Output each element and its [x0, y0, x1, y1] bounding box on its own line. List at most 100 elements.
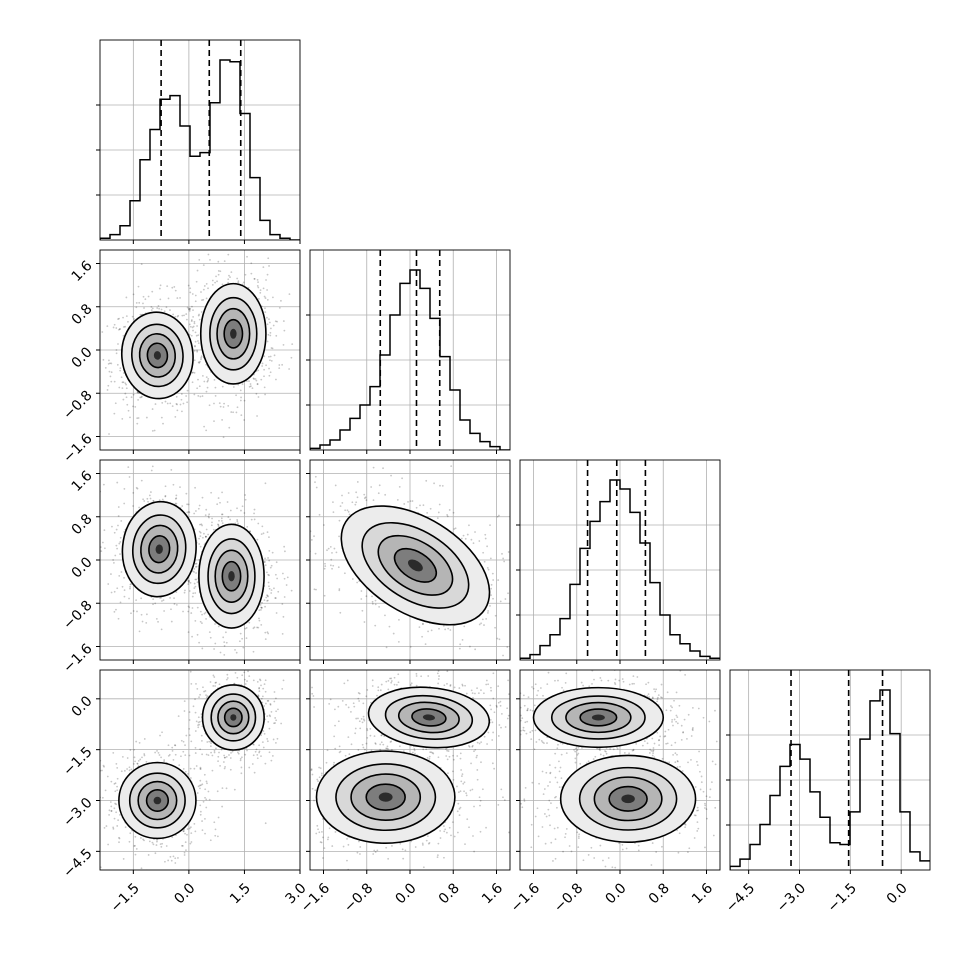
scatter-point — [239, 632, 242, 635]
scatter-point — [275, 710, 278, 713]
density-shade — [407, 559, 423, 572]
scatter-point — [237, 522, 239, 525]
scatter-point — [183, 700, 186, 703]
scatter-point — [463, 625, 466, 628]
scatter-point — [252, 377, 255, 380]
scatter-point — [250, 518, 253, 521]
scatter-point — [204, 535, 207, 538]
scatter-point — [237, 281, 240, 284]
scatter-point — [507, 551, 510, 553]
scatter-point — [216, 280, 218, 283]
scatter-point — [487, 731, 490, 734]
scatter-point — [497, 514, 500, 517]
scatter-point — [270, 347, 273, 349]
scatter-point — [262, 746, 265, 749]
scatter-point — [372, 499, 375, 502]
scatter-point — [200, 356, 203, 359]
scatter-point — [176, 403, 178, 406]
scatter-point — [202, 264, 205, 267]
scatter-point — [138, 741, 141, 744]
scatter-point — [114, 402, 117, 405]
scatter-point — [198, 385, 201, 388]
scatter-point — [142, 302, 144, 305]
scatter-point — [112, 826, 115, 829]
scatter-point — [422, 623, 424, 625]
scatter-point — [214, 681, 217, 684]
scatter-point — [189, 670, 192, 673]
density-shade — [155, 544, 163, 554]
panel-frame — [99, 669, 301, 871]
scatter-point — [239, 389, 242, 392]
scatter-point — [247, 670, 249, 673]
scatter-point — [240, 766, 243, 769]
scatter-point — [338, 535, 340, 538]
scatter-point — [223, 756, 226, 759]
scatter-point — [110, 573, 112, 575]
scatter-point — [241, 637, 244, 640]
scatter-point — [127, 466, 130, 468]
scatter-point — [174, 502, 177, 505]
scatter-point — [87, 829, 89, 831]
scatter-point — [201, 374, 204, 377]
scatter-point — [219, 764, 221, 767]
scatter-point — [252, 754, 255, 757]
scatter-point — [140, 479, 143, 482]
scatter-point — [477, 692, 480, 695]
scatter-point — [115, 608, 117, 611]
scatter-point — [110, 780, 113, 783]
scatter-point — [145, 613, 148, 616]
y-tick-label: −3.0 — [60, 795, 95, 830]
scatter-point — [502, 557, 505, 560]
scatter-point — [378, 606, 381, 608]
scatter-point — [163, 759, 166, 761]
scatter-point — [133, 845, 136, 847]
scatter-point — [244, 494, 247, 496]
scatter-point — [204, 514, 207, 517]
scatter-point — [134, 853, 137, 856]
scatter-point — [219, 270, 222, 273]
scatter-point — [208, 404, 211, 407]
scatter-point — [494, 626, 496, 629]
scatter-point — [191, 371, 194, 374]
scatter-point — [522, 638, 524, 640]
scatter-point — [199, 620, 202, 623]
scatter-point — [194, 698, 196, 701]
scatter-point — [237, 751, 239, 754]
scatter-point — [217, 523, 219, 526]
scatter-point — [157, 620, 159, 623]
y-tick-label: −0.8 — [60, 388, 95, 423]
scatter-point — [433, 482, 435, 485]
scatter-point — [197, 378, 199, 381]
scatter-point — [265, 702, 267, 705]
scatter-point — [198, 696, 200, 699]
scatter-point — [356, 481, 359, 483]
scatter-point — [101, 769, 103, 772]
scatter-point — [222, 436, 225, 439]
scatter-point — [360, 590, 363, 592]
scatter-point — [222, 636, 225, 639]
contour-line — [207, 538, 256, 615]
scatter-point — [407, 501, 409, 503]
scatter-point — [263, 732, 266, 735]
scatter-point — [218, 683, 221, 686]
scatter-point — [163, 760, 165, 763]
scatter-point — [497, 579, 500, 581]
scatter-point — [210, 524, 213, 527]
scatter-point — [159, 843, 162, 846]
scatter-point — [272, 296, 274, 299]
scatter-point — [196, 269, 199, 272]
scatter-point — [129, 832, 132, 835]
scatter-point — [290, 356, 293, 359]
scatter-point — [179, 297, 181, 299]
scatter-point — [411, 500, 414, 502]
scatter-point — [188, 310, 191, 312]
scatter-point — [482, 551, 485, 554]
scatter-point — [487, 683, 490, 686]
scatter-point — [527, 662, 529, 664]
scatter-point — [344, 509, 347, 512]
scatter-point — [274, 697, 277, 700]
scatter-point — [182, 740, 185, 743]
scatter-point — [195, 572, 197, 574]
scatter-point — [484, 533, 487, 536]
scatter-point — [174, 857, 177, 860]
